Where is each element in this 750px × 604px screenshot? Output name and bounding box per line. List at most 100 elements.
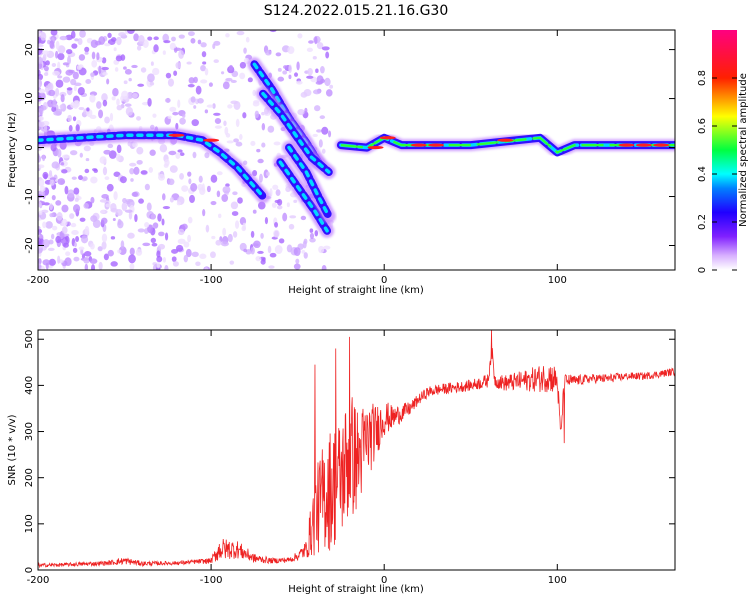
spectrogram-speckle [49,213,54,218]
spectrogram-speckle [204,68,209,76]
spectrogram-speckle [38,73,44,81]
spectrogram-speckle [133,166,140,175]
spectrogram-speckle [73,82,82,87]
spectrogram-speckle [167,115,172,119]
spectrogram-speckle [124,209,133,213]
spectrogram-speckle [144,183,150,191]
spectrogram-speckle [133,33,139,42]
spectrogram-speckle [288,74,292,80]
spectrogram-peak [635,143,652,147]
spectrogram-speckle [168,150,177,156]
spectrogram-speckle [173,47,182,52]
spectrogram-y-axis: -20 -10 0 10 20 [24,43,675,254]
spectrogram-speckle [179,152,185,157]
spectrogram-speckle [232,231,238,238]
spectrogram-speckle [269,188,273,197]
spectrogram-speckle [115,153,121,162]
snr-x-tick-label: -100 [200,575,223,586]
spectrogram-speckle [147,73,155,83]
spectrogram-speckle [72,247,78,253]
spectrogram-speckle [182,113,186,118]
spectrogram-speckle [38,79,43,88]
spectrogram-speckle [164,264,169,270]
spectrogram-speckle [38,262,42,269]
spectrogram-speckle [320,66,325,74]
spectrogram-speckle [243,160,248,166]
spectrogram-speckle [46,99,55,108]
spectrogram-speckle [57,45,66,54]
spectrogram-speckle [75,124,80,132]
spectrogram-speckle [136,45,142,51]
spectrogram-speckle [274,221,279,228]
colorbar-tick-label: 0.8 [697,70,708,86]
spectrogram-speckle [137,228,145,233]
spectrogram-speckle [38,245,43,249]
spectrogram-speckle [43,202,50,206]
spectrogram-speckle [228,64,234,71]
snr-x-tick-label: -200 [27,575,50,586]
spectrogram-speckle [159,144,168,153]
spectrogram-speckle [78,106,85,111]
spectrogram-speckle [61,204,69,213]
spectrogram-x-tick-label: -100 [200,275,223,286]
spectrogram-speckle [232,191,238,196]
spectrogram-speckle [42,154,46,162]
spectrogram-speckle [187,216,193,224]
ridge-chirp-lower-1-mid [278,160,329,233]
spectrogram-speckle [129,167,135,175]
spectrogram-speckle [62,62,69,66]
spectrogram-speckle [187,171,192,177]
spectrogram-speckle [177,99,181,108]
spectrogram-speckle [64,185,69,195]
spectrogram-speckle [117,218,122,226]
spectrogram-peak [428,143,445,147]
spectrogram-speckle [64,257,72,266]
spectrogram-speckle [73,85,77,92]
spectrogram-speckle [38,88,46,94]
spectrogram-speckle [89,114,97,119]
spectrogram-speckle [148,166,154,173]
spectrogram-speckle [116,36,122,46]
spectrogram-speckle [278,238,285,244]
spectrogram-speckle [314,36,318,45]
snr-y-tick-label: 0 [24,567,35,573]
spectrogram-speckle [214,117,222,124]
spectrogram-speckle [104,43,111,47]
spectrogram-speckle [70,102,76,109]
spectrogram-speckle [97,246,103,252]
spectrogram-speckle [144,221,150,228]
spectrogram-speckle [43,65,49,72]
spectrogram-speckle [306,47,313,53]
figure-title: S124.2022.015.21.16.G30 [264,3,449,19]
spectrogram-speckle [129,162,137,167]
spectrogram-speckle [293,199,298,203]
spectrogram-speckle [265,49,272,56]
spectrogram-peak [203,138,220,142]
spectrogram-speckle [242,222,246,230]
spectrogram-speckle [293,247,301,257]
spectrogram-speckle [90,215,98,222]
spectrogram-speckle [163,40,171,44]
spectrogram-speckle [128,254,136,264]
spectrogram-speckle [140,170,148,175]
spectrogram-speckle [71,229,79,235]
spectrogram-speckle [76,65,82,70]
spectrogram-speckle [220,71,225,75]
spectrogram-speckle [256,148,261,153]
spectrogram-speckle [123,66,127,70]
spectrogram-speckle [211,235,216,240]
spectrogram-speckle [224,126,229,136]
spectrogram-speckle [262,257,266,262]
spectrogram-speckle [276,205,283,210]
spectrogram-speckle [61,218,68,227]
spectrogram-speckle [277,198,283,206]
spectrogram-speckle [104,116,110,124]
spectrogram-speckle [188,178,192,185]
spectrogram-speckle [38,225,41,230]
spectrogram-speckle [77,38,83,46]
spectrogram-speckle [73,187,80,195]
spectrogram-speckle [59,104,64,110]
spectrogram-speckle [49,177,57,181]
spectrogram-speckle [216,190,221,198]
